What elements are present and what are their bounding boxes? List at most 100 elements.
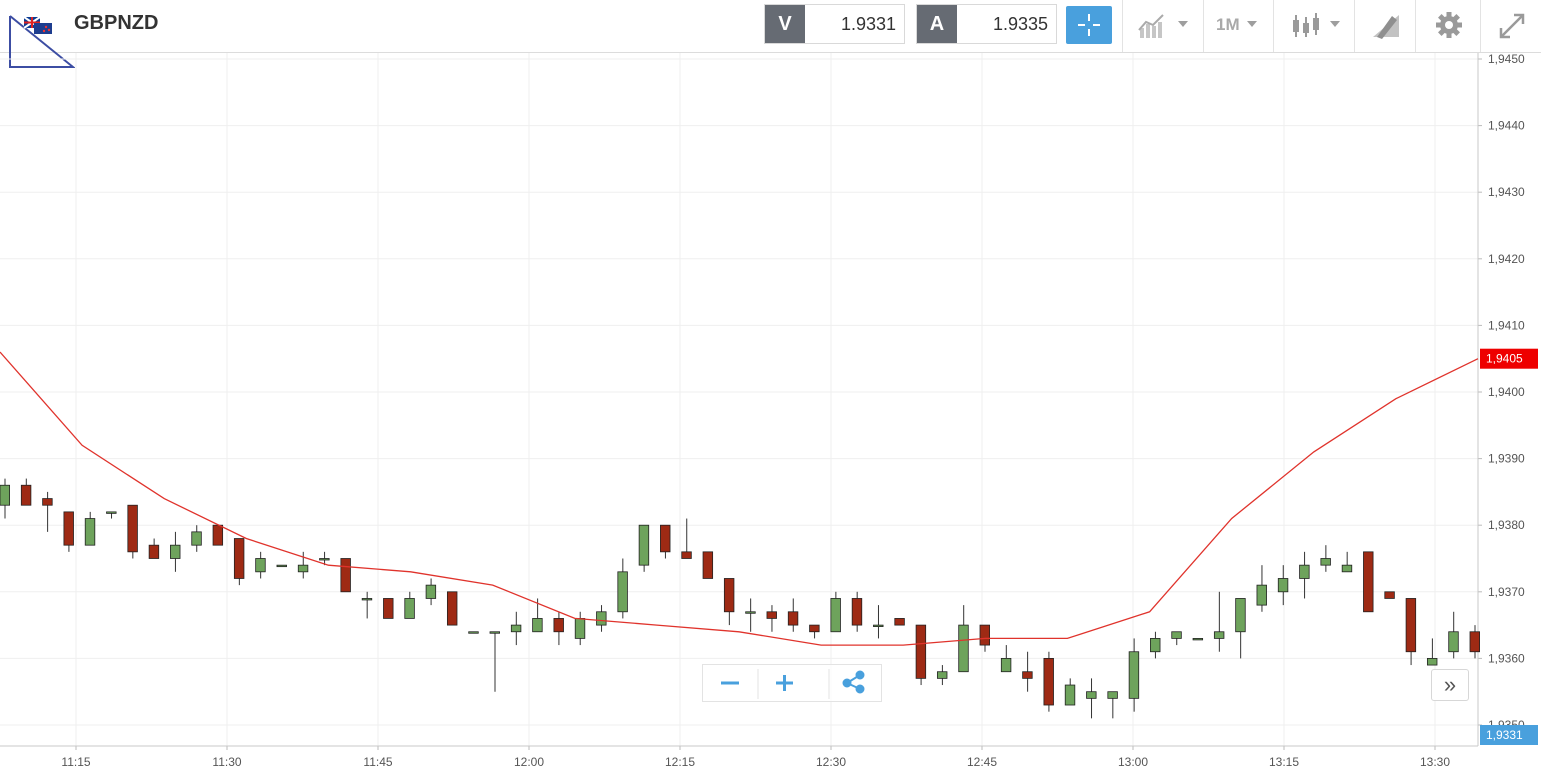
candle-body[interactable] bbox=[84, 518, 96, 546]
scroll-right-button[interactable]: » bbox=[1431, 669, 1469, 701]
candle-body[interactable] bbox=[319, 558, 330, 561]
candle-body[interactable] bbox=[191, 531, 202, 546]
candle-body[interactable] bbox=[532, 618, 543, 633]
candle-body[interactable] bbox=[1448, 631, 1459, 653]
y-tick-label: 1,9430 bbox=[1488, 185, 1525, 199]
y-tick-label: 1,9410 bbox=[1488, 318, 1525, 332]
candle-body[interactable] bbox=[873, 624, 884, 627]
candle-body[interactable] bbox=[596, 611, 607, 626]
corner-marker-icon bbox=[9, 15, 75, 68]
candle-body[interactable] bbox=[63, 511, 74, 546]
settings-icon[interactable] bbox=[1433, 4, 1465, 46]
candle-body[interactable] bbox=[979, 624, 991, 646]
candle-body[interactable] bbox=[915, 624, 927, 679]
x-tick-label: 11:15 bbox=[61, 755, 90, 769]
candle-body[interactable] bbox=[936, 671, 948, 679]
share-icon[interactable] bbox=[842, 670, 865, 694]
current-price-label: 1,9331 bbox=[1486, 728, 1523, 742]
candle-body[interactable] bbox=[0, 484, 11, 506]
candle-body[interactable] bbox=[1043, 658, 1054, 706]
candle-body[interactable] bbox=[127, 504, 138, 553]
candle-body[interactable] bbox=[1363, 551, 1374, 613]
candle-body[interactable] bbox=[425, 584, 437, 599]
crosshair-button[interactable] bbox=[1066, 6, 1112, 44]
candle-body[interactable] bbox=[1086, 691, 1097, 699]
candle-body[interactable] bbox=[745, 611, 756, 614]
candle-body[interactable] bbox=[1235, 598, 1246, 633]
candle-body[interactable] bbox=[42, 498, 53, 506]
candle-body[interactable] bbox=[830, 598, 841, 633]
candle-body[interactable] bbox=[787, 611, 799, 626]
drawing-tools-icon[interactable] bbox=[1370, 4, 1402, 46]
candles-icon[interactable] bbox=[1288, 4, 1344, 46]
candle-body[interactable] bbox=[894, 618, 905, 626]
candle-body[interactable] bbox=[1107, 691, 1118, 699]
candle-body[interactable] bbox=[1384, 591, 1395, 599]
candle-body[interactable] bbox=[1469, 631, 1481, 653]
candle-body[interactable] bbox=[233, 538, 245, 579]
candle-body[interactable] bbox=[468, 631, 479, 634]
candle-body[interactable] bbox=[617, 571, 628, 613]
candle-body[interactable] bbox=[446, 591, 458, 626]
zoom-in-icon[interactable] bbox=[776, 675, 793, 691]
candle-body[interactable] bbox=[20, 484, 32, 506]
sell-price[interactable]: 1.9331 bbox=[840, 14, 896, 34]
candle-body[interactable] bbox=[404, 598, 415, 619]
candle-body[interactable] bbox=[212, 524, 224, 546]
sell-quote-box[interactable]: V 1.9331 bbox=[764, 4, 905, 44]
candle-body[interactable] bbox=[723, 578, 735, 613]
x-tick-label: 12:00 bbox=[514, 755, 544, 769]
candle-body[interactable] bbox=[1277, 578, 1289, 593]
sell-label[interactable]: V bbox=[765, 5, 805, 43]
scroll-right-icon[interactable]: » bbox=[1443, 672, 1457, 697]
candle-body[interactable] bbox=[958, 624, 969, 673]
x-tick-label: 12:15 bbox=[665, 755, 695, 769]
candle-body[interactable] bbox=[1256, 584, 1267, 606]
candle-body[interactable] bbox=[1022, 671, 1033, 679]
candle-body[interactable] bbox=[1171, 631, 1182, 639]
candle-body[interactable] bbox=[148, 544, 160, 559]
candle-body[interactable] bbox=[361, 598, 373, 601]
buy-quote-box[interactable]: A 1.9335 bbox=[916, 4, 1057, 44]
candle-body[interactable] bbox=[1405, 598, 1417, 653]
candle-body[interactable] bbox=[1064, 684, 1076, 706]
candle-body[interactable] bbox=[255, 558, 266, 573]
candle-body[interactable] bbox=[489, 631, 501, 634]
candle-body[interactable] bbox=[383, 598, 394, 619]
candle-body[interactable] bbox=[851, 598, 863, 626]
timeframe-select[interactable]: 1M bbox=[1216, 15, 1240, 34]
candle-body[interactable] bbox=[1320, 558, 1331, 566]
candle-body[interactable] bbox=[297, 564, 309, 573]
candle-body[interactable] bbox=[681, 551, 692, 559]
fullscreen-icon[interactable] bbox=[1496, 4, 1528, 46]
candle-body[interactable] bbox=[276, 564, 287, 568]
candle-body[interactable] bbox=[1150, 638, 1161, 653]
y-tick-label: 1,9390 bbox=[1488, 452, 1525, 466]
candle-body[interactable] bbox=[170, 544, 181, 559]
candle-body[interactable] bbox=[809, 624, 820, 633]
toolbar-separator bbox=[1415, 0, 1416, 52]
buy-label[interactable]: A bbox=[917, 5, 957, 43]
chart-type-icon[interactable] bbox=[1136, 4, 1192, 46]
candle-body[interactable] bbox=[1299, 564, 1310, 579]
candle-body[interactable] bbox=[1000, 658, 1012, 673]
candle-body[interactable] bbox=[702, 551, 714, 579]
candle-body[interactable] bbox=[660, 524, 671, 553]
candlestick-chart[interactable]: 1,9450 1,9440 1,9430 1,9420 1,9410 1,9400 1,93… bbox=[0, 53, 1541, 778]
candle-body[interactable] bbox=[510, 624, 522, 633]
candle-body[interactable] bbox=[1341, 564, 1353, 573]
candle-body[interactable] bbox=[574, 618, 586, 639]
candle-body[interactable] bbox=[1426, 658, 1438, 666]
candle-body[interactable] bbox=[1213, 631, 1225, 639]
candle-body[interactable] bbox=[1128, 651, 1140, 699]
toolbar-separator bbox=[1203, 0, 1204, 52]
ma-price-label: 1,9405 bbox=[1486, 352, 1523, 366]
candle-body[interactable] bbox=[766, 611, 777, 619]
buy-price[interactable]: 1.9335 bbox=[992, 14, 1048, 34]
candle-body[interactable] bbox=[106, 511, 117, 514]
candle-body[interactable] bbox=[1192, 638, 1204, 641]
candle-body[interactable] bbox=[553, 618, 564, 633]
candle-body[interactable] bbox=[340, 558, 351, 593]
candle-body[interactable] bbox=[638, 524, 650, 566]
chevron-down-icon[interactable] bbox=[1243, 4, 1263, 46]
